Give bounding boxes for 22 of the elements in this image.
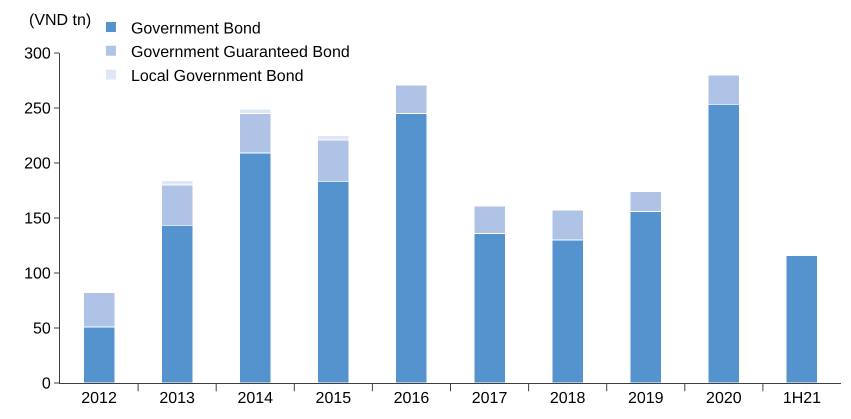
x-tick-label: 2014	[237, 390, 274, 408]
bar	[786, 255, 818, 383]
x-tick-label: 2016	[394, 390, 430, 408]
x-tick-label: 2015	[316, 390, 352, 408]
y-tick-label: 150	[24, 210, 51, 228]
y-tick-label: 250	[24, 100, 51, 118]
y-tick-label: 50	[33, 320, 51, 338]
y-tick-label: 200	[24, 156, 51, 173]
x-tick-label: 2018	[550, 390, 586, 408]
x-tick-label: 1H21	[782, 390, 822, 408]
y-tick-label: 0	[42, 376, 51, 393]
legend-label: Government Guaranteed Bond	[130, 44, 350, 62]
x-tick-label: 2020	[706, 390, 742, 408]
y-tick-label: 100	[24, 266, 51, 283]
x-tick-label: 2019	[628, 390, 664, 408]
x-tick-label: 2017	[472, 390, 508, 408]
x-tick-label: 2013	[159, 390, 196, 408]
legend-label: Local Government Bond	[130, 68, 304, 85]
y-tick-label: 300	[24, 46, 51, 63]
x-tick-label: 2012	[81, 390, 117, 408]
legend-label: Government Bond	[130, 20, 261, 38]
y-axis-title: (VND tn)	[29, 12, 92, 29]
